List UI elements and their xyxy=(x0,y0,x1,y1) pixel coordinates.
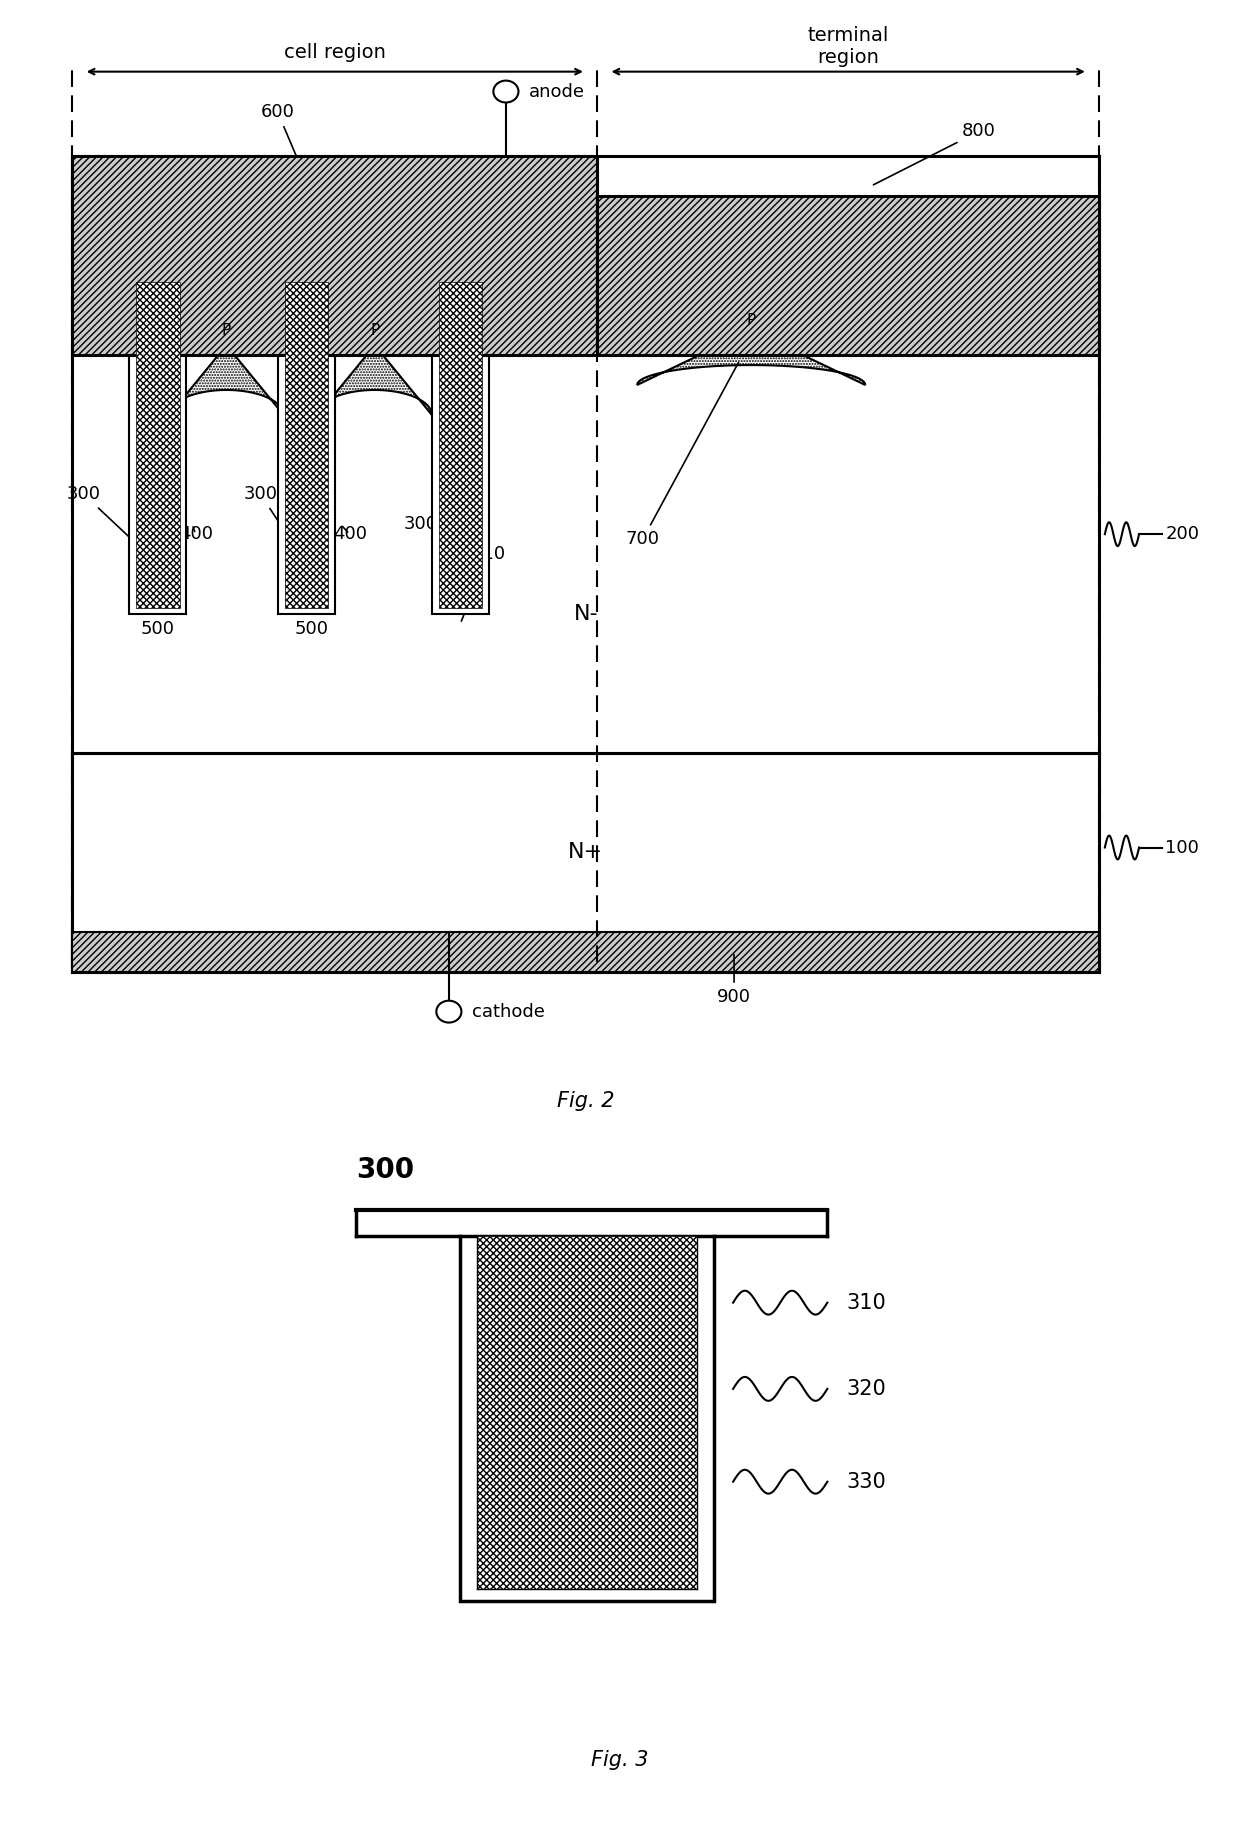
Text: 300: 300 xyxy=(67,484,156,562)
Text: 300: 300 xyxy=(243,484,305,562)
Bar xyxy=(72,932,1099,973)
Text: P: P xyxy=(746,313,756,328)
Bar xyxy=(432,276,489,613)
Text: N-: N- xyxy=(573,604,598,624)
Text: Fig. 3: Fig. 3 xyxy=(591,1750,649,1770)
Bar xyxy=(72,157,1099,973)
Bar xyxy=(598,195,1099,356)
Text: N+: N+ xyxy=(568,842,604,862)
Text: 900: 900 xyxy=(717,954,751,1006)
Bar xyxy=(278,276,335,613)
Bar xyxy=(129,276,186,613)
Text: 300: 300 xyxy=(356,1157,414,1184)
Text: 500: 500 xyxy=(295,619,329,637)
Bar xyxy=(439,282,482,608)
Text: 400: 400 xyxy=(179,525,212,543)
Bar xyxy=(136,282,180,608)
Polygon shape xyxy=(637,276,866,385)
Text: 310: 310 xyxy=(461,545,506,621)
Text: 320: 320 xyxy=(846,1380,885,1398)
Bar xyxy=(72,753,1099,973)
Text: Fig. 2: Fig. 2 xyxy=(557,1090,615,1111)
Bar xyxy=(72,157,598,356)
Text: 200: 200 xyxy=(1166,525,1199,543)
Bar xyxy=(460,1236,714,1601)
Text: 100: 100 xyxy=(1166,838,1199,857)
Text: 400: 400 xyxy=(332,525,367,543)
Text: P: P xyxy=(222,322,231,337)
Text: terminal
region: terminal region xyxy=(807,26,889,66)
Text: 310: 310 xyxy=(846,1293,885,1313)
Text: 330: 330 xyxy=(846,1472,885,1492)
Text: cathode: cathode xyxy=(471,1002,544,1020)
Text: anode: anode xyxy=(528,83,585,101)
Text: cell region: cell region xyxy=(284,42,386,63)
Bar xyxy=(476,1236,697,1590)
Polygon shape xyxy=(170,276,284,414)
Polygon shape xyxy=(317,276,432,414)
Text: 600: 600 xyxy=(260,103,300,164)
Text: 800: 800 xyxy=(873,122,996,184)
Text: 300: 300 xyxy=(403,516,459,571)
Text: 700: 700 xyxy=(626,363,739,549)
Text: 500: 500 xyxy=(141,619,175,637)
Text: P: P xyxy=(370,322,379,337)
Bar xyxy=(285,282,327,608)
